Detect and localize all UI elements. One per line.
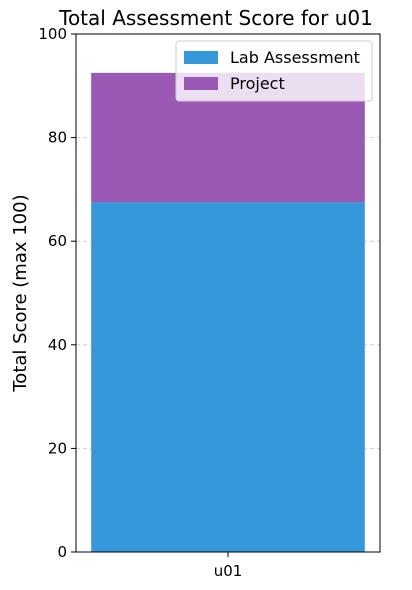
x-axis-ticks: u01 <box>214 552 243 580</box>
legend-label: Project <box>230 74 285 93</box>
x-tick-label: u01 <box>214 562 243 580</box>
y-axis-ticks: 0 20 40 60 80 100 <box>38 25 76 561</box>
y-axis-label: Total Score (max 100) <box>10 194 31 392</box>
y-tick-label: 40 <box>48 336 67 354</box>
y-tick-label: 0 <box>57 543 67 561</box>
legend-swatch <box>184 51 218 64</box>
bar-lab-assessment <box>91 202 365 552</box>
y-tick-label: 80 <box>48 129 67 147</box>
chart-title: Total Assessment Score for u01 <box>58 6 373 30</box>
bars <box>91 72 365 552</box>
legend-box <box>175 40 373 102</box>
y-tick-label: 100 <box>38 25 67 43</box>
legend-swatch <box>184 77 218 90</box>
legend-label: Lab Assessment <box>230 48 360 67</box>
y-tick-label: 20 <box>48 439 67 457</box>
y-tick-label: 60 <box>48 232 67 250</box>
legend: Lab Assessment Project <box>175 40 373 102</box>
